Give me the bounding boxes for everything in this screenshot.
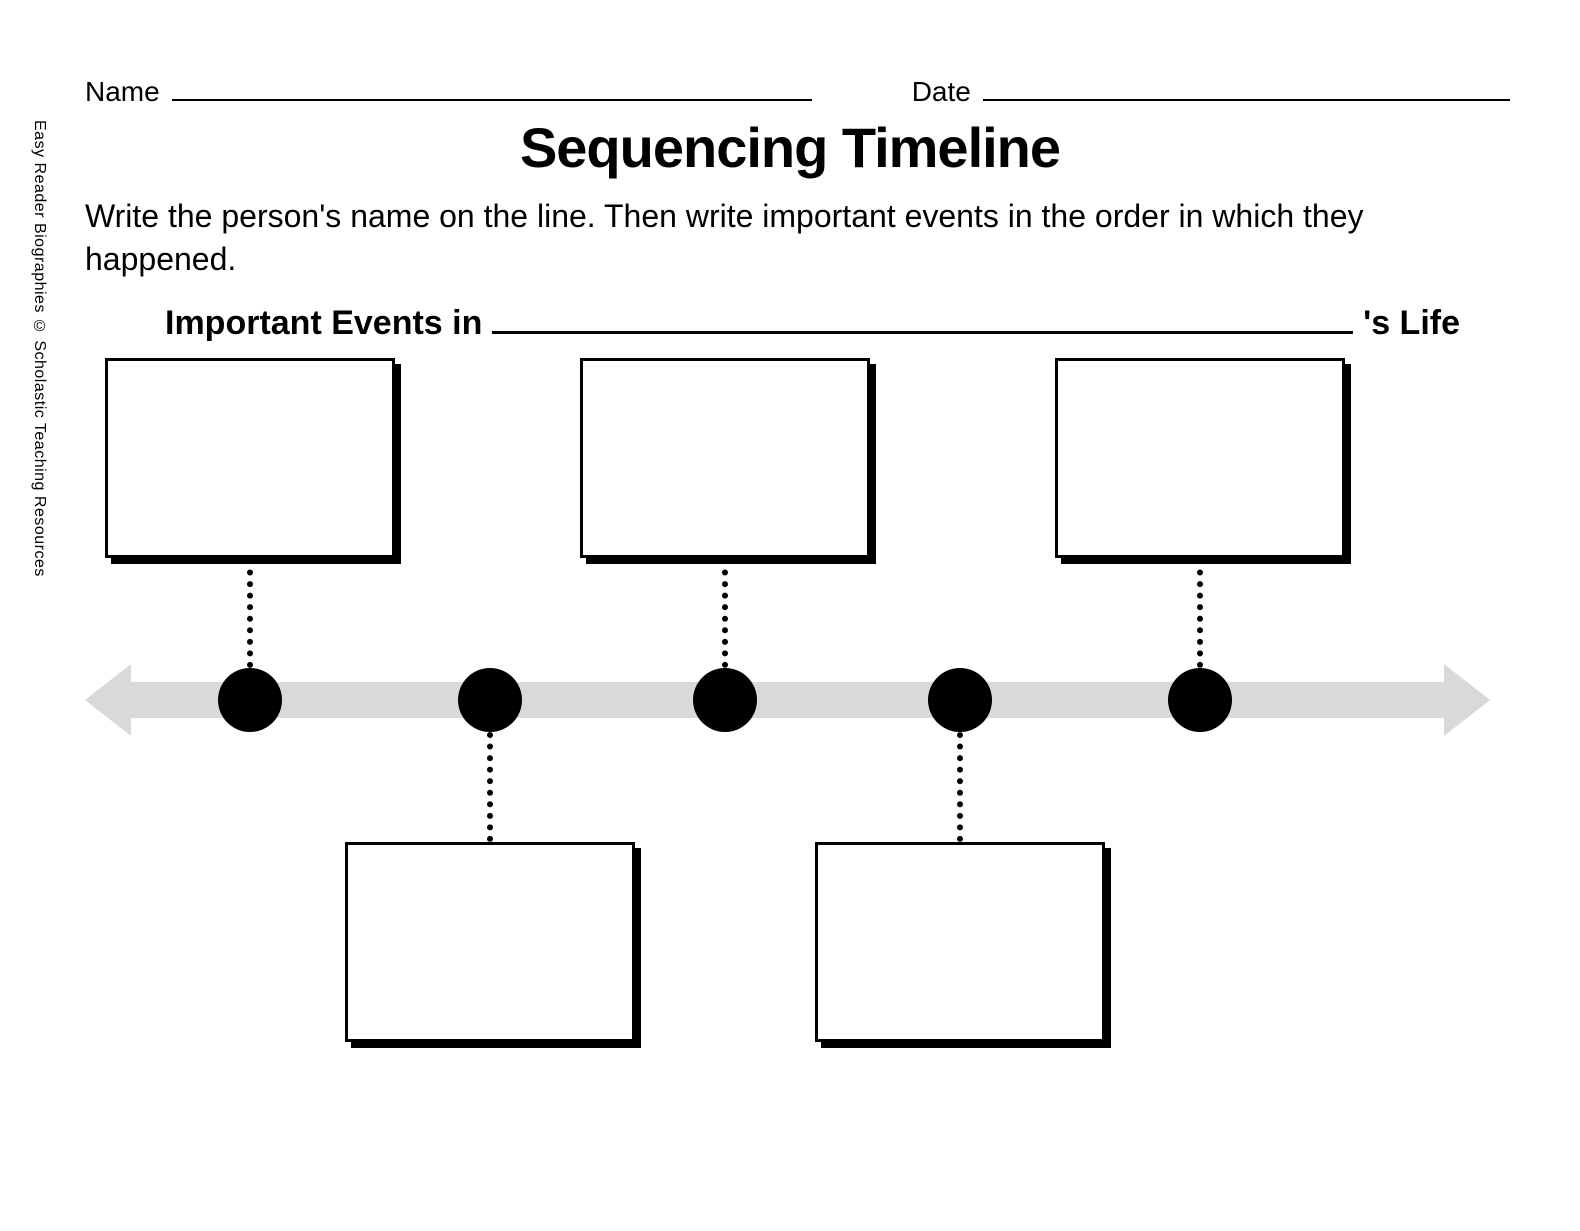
timeline-dot xyxy=(218,668,282,732)
person-name-blank[interactable] xyxy=(492,300,1353,334)
timeline-dot xyxy=(693,668,757,732)
header-row: Name Date xyxy=(85,70,1510,108)
date-label: Date xyxy=(912,76,971,108)
event-box[interactable] xyxy=(111,364,401,564)
timeline-connector xyxy=(722,558,728,668)
subheading: Important Events in 's Life xyxy=(165,300,1460,343)
name-label: Name xyxy=(85,76,160,108)
timeline-connector xyxy=(487,732,493,842)
timeline-bar xyxy=(131,682,1444,718)
timeline-dot xyxy=(928,668,992,732)
event-box[interactable] xyxy=(351,848,641,1048)
timeline-arrow-right xyxy=(1444,664,1490,736)
event-box[interactable] xyxy=(1061,364,1351,564)
event-box[interactable] xyxy=(586,364,876,564)
instructions-text: Write the person's name on the line. The… xyxy=(85,195,1490,281)
timeline-diagram xyxy=(85,370,1490,1171)
worksheet-page: Easy Reader Biographies © Scholastic Tea… xyxy=(0,0,1580,1231)
side-credit: Easy Reader Biographies © Scholastic Tea… xyxy=(30,120,48,577)
timeline-connector xyxy=(957,732,963,842)
timeline-dot xyxy=(1168,668,1232,732)
timeline-connector xyxy=(1197,558,1203,668)
timeline-arrow-left xyxy=(85,664,131,736)
subheading-prefix: Important Events in xyxy=(165,304,482,343)
name-blank[interactable] xyxy=(172,70,812,101)
date-blank[interactable] xyxy=(983,70,1510,101)
timeline-dot xyxy=(458,668,522,732)
page-title: Sequencing Timeline xyxy=(0,115,1580,180)
timeline-connector xyxy=(247,558,253,668)
subheading-suffix: 's Life xyxy=(1363,304,1460,343)
event-box[interactable] xyxy=(821,848,1111,1048)
